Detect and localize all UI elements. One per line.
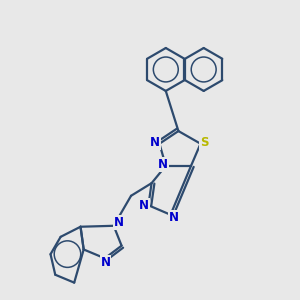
Text: N: N <box>150 136 161 148</box>
Text: N: N <box>139 199 149 212</box>
Text: N: N <box>158 158 168 171</box>
Text: N: N <box>100 256 110 268</box>
Text: N: N <box>114 216 124 229</box>
Text: S: S <box>200 136 208 148</box>
Text: N: N <box>169 211 179 224</box>
